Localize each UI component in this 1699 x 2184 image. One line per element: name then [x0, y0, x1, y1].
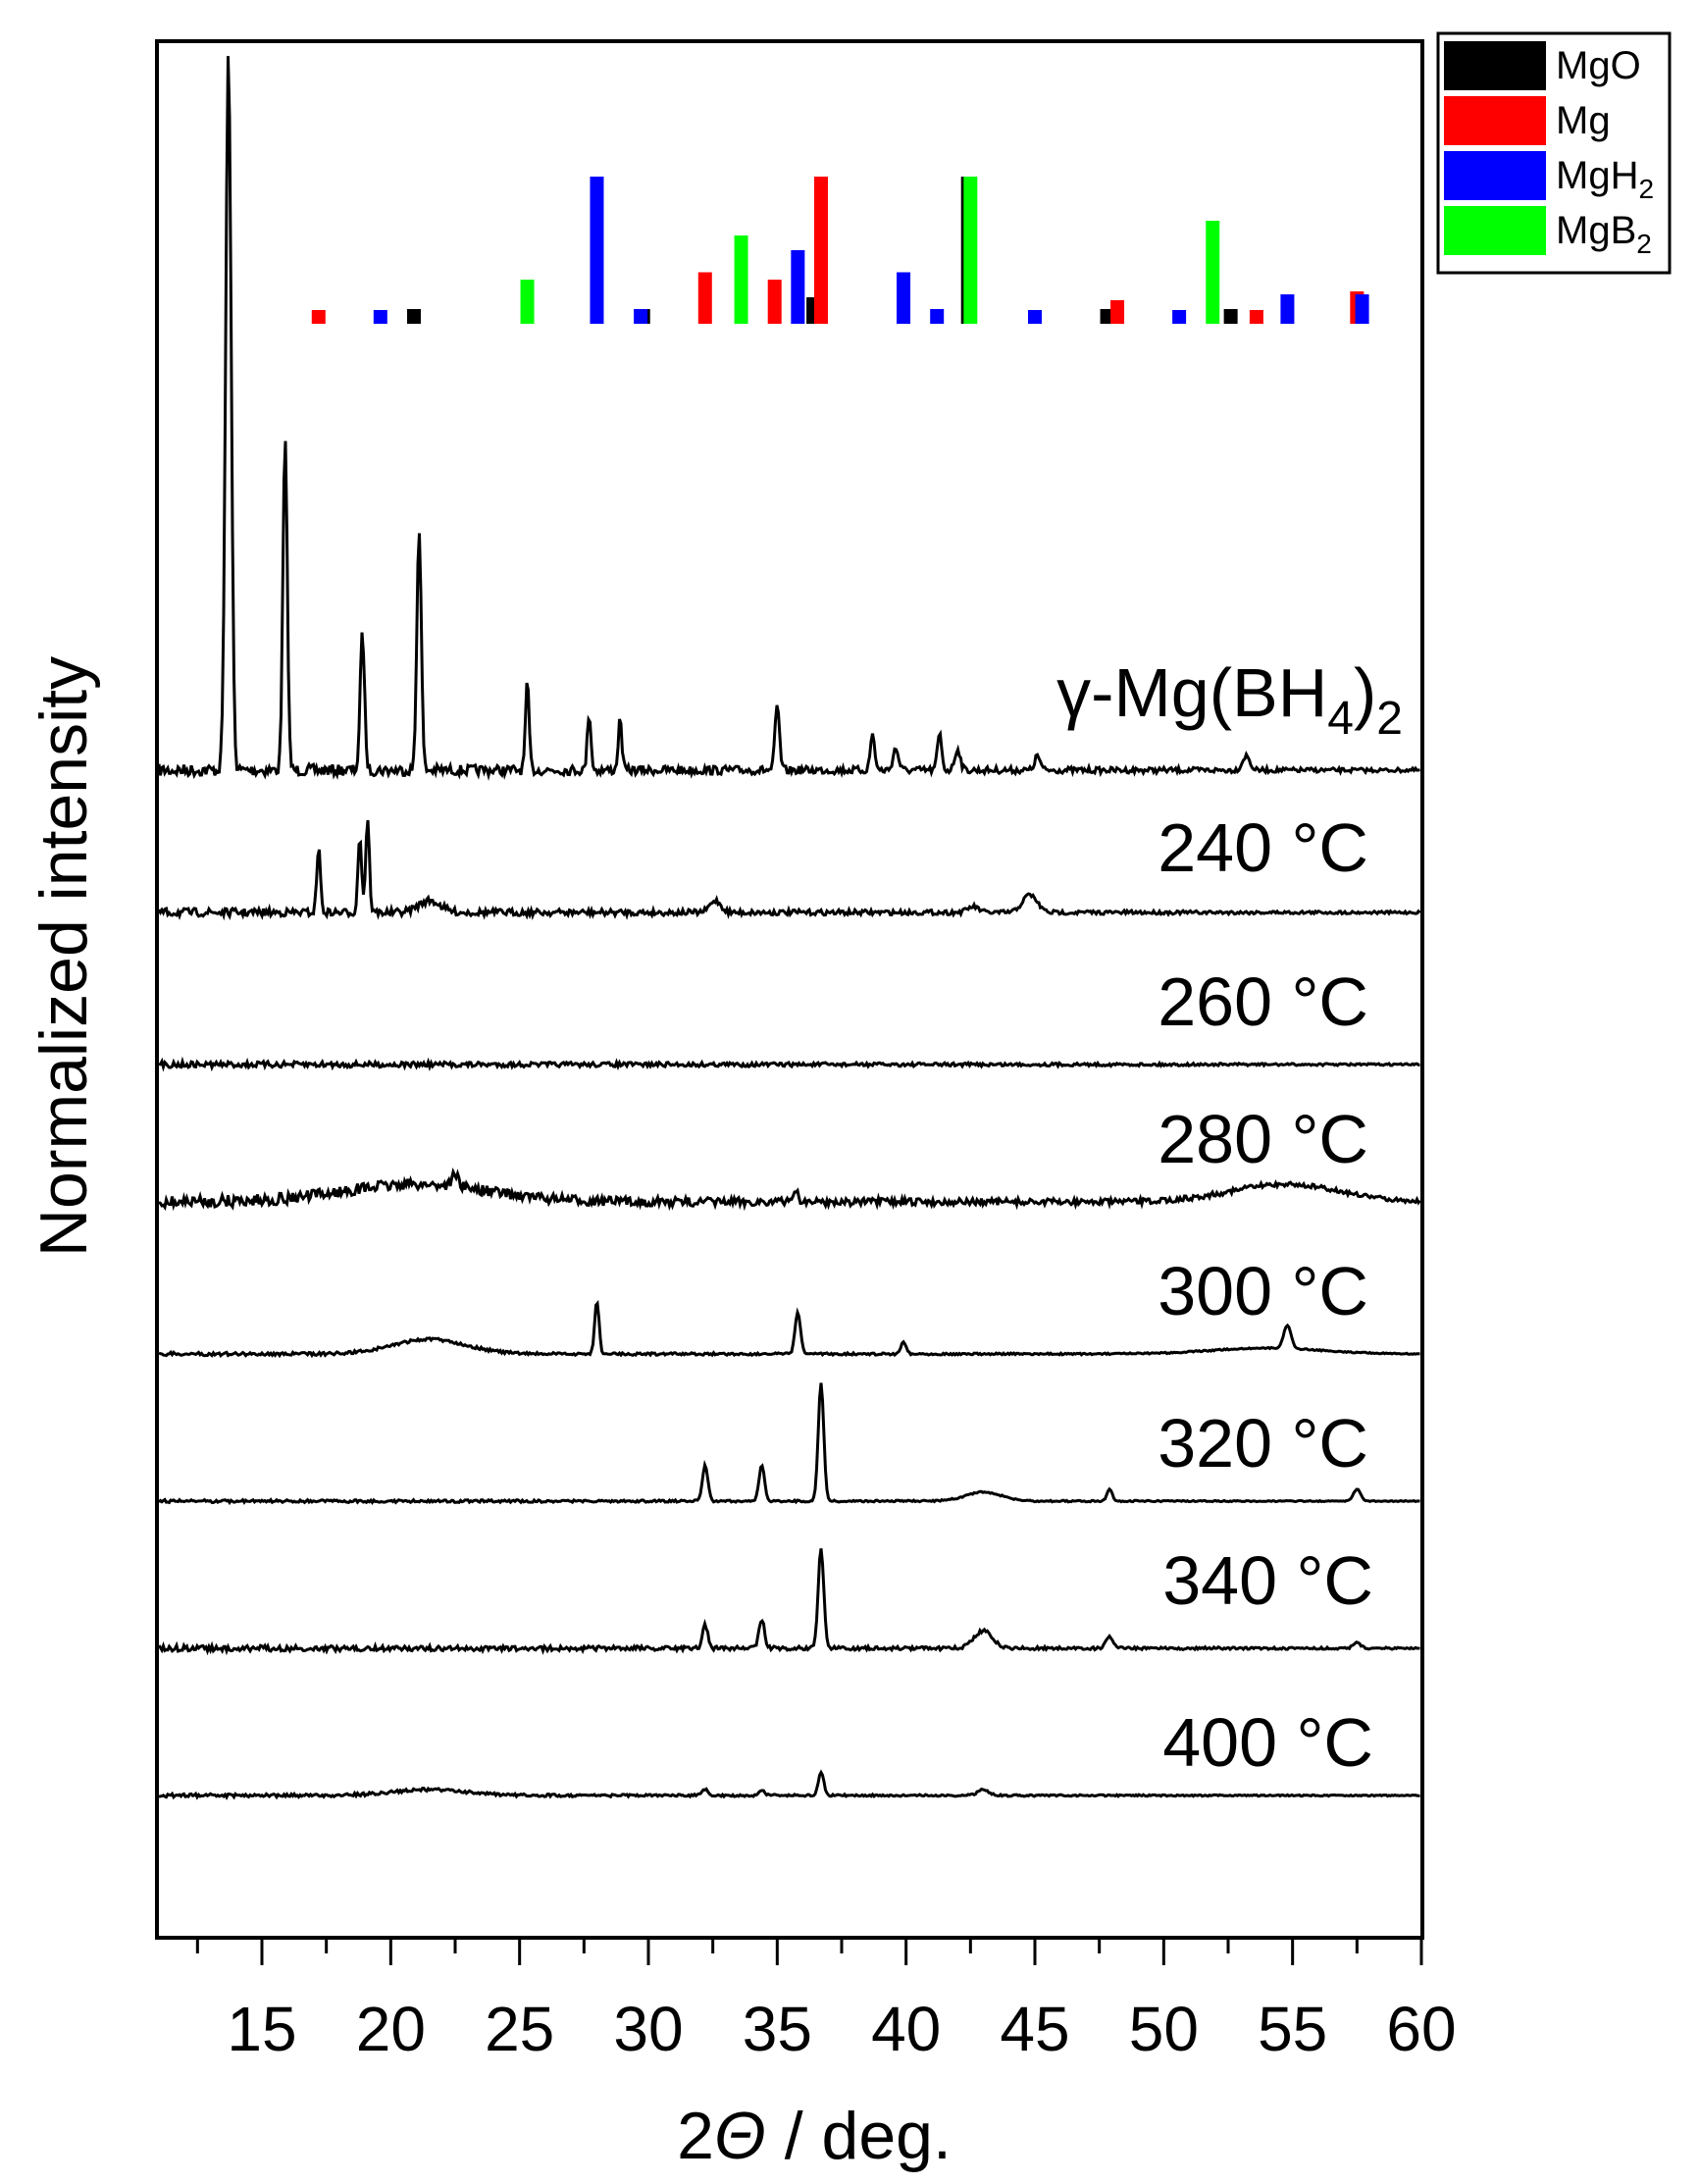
- curve-260-c: [158, 1056, 1420, 1072]
- reference-bar-mgh2: [590, 177, 604, 324]
- reference-bar-mg: [767, 280, 782, 324]
- reference-bar-mgb2: [520, 280, 535, 324]
- curve-label: 300 °C: [1158, 1253, 1368, 1329]
- reference-bar-mgh2: [1172, 310, 1187, 324]
- x-tick-label: 20: [356, 1994, 426, 2064]
- y-axis-title: Normalized intensity: [26, 656, 101, 1257]
- reference-bar-mgb2: [734, 235, 748, 324]
- curve-320-c: [157, 1382, 1420, 1506]
- x-tick-label: 55: [1258, 1994, 1327, 2064]
- x-tick-label: 40: [871, 1994, 941, 2064]
- x-tick-label: 15: [227, 1994, 296, 2064]
- reference-bar-mgh2: [1280, 294, 1295, 324]
- xrd-curves: [157, 56, 1421, 1800]
- reference-pattern-bars: [311, 177, 1369, 324]
- curve-300-c: [158, 1299, 1420, 1359]
- curve-label: 340 °C: [1162, 1542, 1373, 1619]
- reference-bar-mgb2: [963, 177, 978, 324]
- legend-swatch-mgb2: [1444, 206, 1546, 255]
- reference-bar-mgh2: [1028, 310, 1042, 324]
- reference-bar-mgh2: [897, 272, 911, 324]
- curve--mg-bh4-2: [157, 56, 1420, 781]
- reference-bar-mgo: [406, 309, 421, 324]
- reference-bar-mg: [1249, 310, 1263, 324]
- x-tick-label: 30: [613, 1994, 683, 2064]
- curve-label: γ-Mg(BH4)2: [1056, 654, 1403, 745]
- reference-bar-mg: [311, 310, 326, 324]
- reference-bar-mgh2: [791, 250, 805, 324]
- x-axis-title: 2Θ / deg.: [677, 2099, 952, 2173]
- curve-280-c: [158, 1167, 1421, 1212]
- x-tick-label: 60: [1386, 1994, 1456, 2064]
- curve-label: 400 °C: [1162, 1704, 1373, 1781]
- legend-swatch-mgo: [1444, 41, 1546, 90]
- curve-labels: γ-Mg(BH4)2 240 °C 260 °C 280 °C 300 °C 320 °C…: [1056, 654, 1403, 1781]
- x-tick-label: 35: [743, 1994, 812, 2064]
- curve-400-c: [158, 1769, 1420, 1800]
- reference-bar-mgb2: [1206, 221, 1220, 324]
- reference-bar-mg: [813, 177, 828, 324]
- reference-bar-mgo: [1223, 309, 1238, 324]
- legend-label: MgH2: [1556, 154, 1654, 204]
- curve-label: 240 °C: [1158, 809, 1368, 886]
- reference-bar-mgh2: [634, 309, 648, 324]
- curve-340-c: [157, 1548, 1420, 1656]
- legend-label: Mg: [1556, 99, 1611, 142]
- legend-swatch-mg: [1444, 96, 1546, 145]
- x-tick-label: 25: [485, 1994, 554, 2064]
- reference-bar-mgh2: [1355, 294, 1369, 324]
- legend-swatch-mgh2: [1444, 151, 1546, 200]
- curve-label: 320 °C: [1158, 1405, 1368, 1482]
- reference-bar-mgo: [1100, 309, 1114, 324]
- reference-bar-mgh2: [930, 309, 945, 324]
- x-tick-label: 45: [1000, 1994, 1069, 2064]
- curve-label: 280 °C: [1158, 1101, 1368, 1177]
- reference-bar-mgh2: [373, 310, 387, 324]
- x-axis-ticks: 15 20 25 30 35 40 45 50 55 60: [195, 1938, 1457, 2064]
- reference-bar-mg: [1110, 300, 1125, 324]
- plot-frame: [155, 39, 1424, 1940]
- curve-label: 260 °C: [1158, 963, 1368, 1040]
- curve-240-c: [157, 819, 1421, 921]
- x-tick-label: 50: [1129, 1994, 1199, 2064]
- legend-label: MgO: [1556, 44, 1641, 87]
- reference-bar-mg: [697, 272, 712, 324]
- legend-label: MgB2: [1556, 209, 1652, 259]
